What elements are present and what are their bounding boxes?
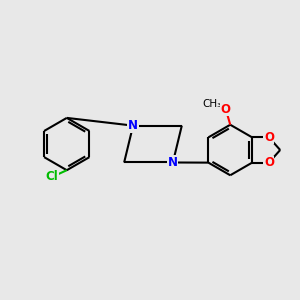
Text: N: N [128, 119, 138, 132]
Text: CH₃: CH₃ [202, 99, 221, 109]
Text: O: O [264, 131, 274, 144]
Text: N: N [168, 156, 178, 169]
Text: Cl: Cl [46, 170, 58, 183]
Text: O: O [264, 156, 274, 169]
Text: O: O [221, 103, 231, 116]
